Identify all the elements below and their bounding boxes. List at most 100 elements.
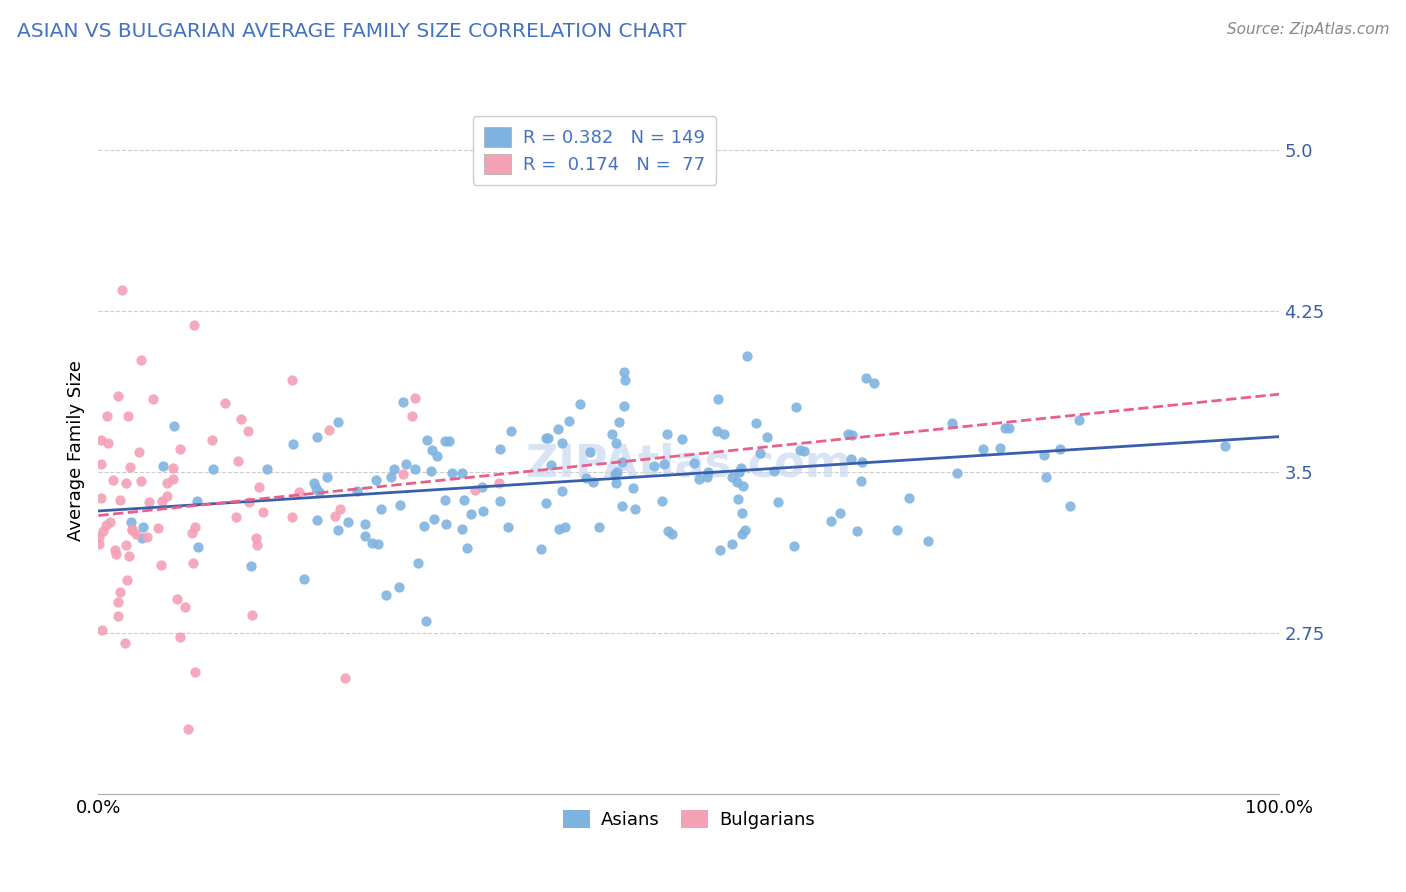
Point xyxy=(727,492,749,507)
Point xyxy=(839,451,862,466)
Point xyxy=(471,480,494,494)
Point xyxy=(453,492,475,507)
Point xyxy=(423,511,446,525)
Point xyxy=(183,665,205,680)
Point xyxy=(107,595,129,609)
Point xyxy=(548,522,571,536)
Point xyxy=(316,470,339,484)
Point xyxy=(90,457,112,471)
Point xyxy=(643,458,665,473)
Point xyxy=(404,462,426,476)
Point xyxy=(730,461,752,475)
Point xyxy=(851,455,873,469)
Point xyxy=(404,391,426,405)
Point xyxy=(735,349,758,363)
Point xyxy=(1049,442,1071,456)
Point xyxy=(707,392,730,406)
Point xyxy=(96,409,118,424)
Point xyxy=(841,428,863,442)
Point xyxy=(578,444,600,458)
Point xyxy=(187,540,209,554)
Point xyxy=(671,432,693,446)
Point xyxy=(652,457,675,471)
Point xyxy=(613,373,636,387)
Point xyxy=(115,573,138,587)
Point xyxy=(101,473,124,487)
Point xyxy=(762,464,785,478)
Point xyxy=(96,517,118,532)
Point xyxy=(534,496,557,510)
Point xyxy=(600,427,623,442)
Point xyxy=(370,501,392,516)
Point xyxy=(621,481,644,495)
Point xyxy=(696,469,718,483)
Point xyxy=(624,501,647,516)
Point xyxy=(240,559,263,574)
Point xyxy=(734,523,756,537)
Point xyxy=(745,416,768,430)
Point xyxy=(607,415,630,429)
Point xyxy=(496,520,519,534)
Point xyxy=(169,442,191,457)
Point xyxy=(335,671,357,685)
Point xyxy=(612,455,634,469)
Point xyxy=(252,505,274,519)
Point xyxy=(946,467,969,481)
Point xyxy=(346,484,368,499)
Point xyxy=(413,519,436,533)
Point xyxy=(184,519,207,533)
Point xyxy=(308,485,330,500)
Point xyxy=(941,416,963,430)
Point xyxy=(731,506,754,520)
Point xyxy=(720,470,742,484)
Point xyxy=(1213,439,1236,453)
Point xyxy=(138,494,160,508)
Point xyxy=(97,436,120,450)
Point xyxy=(537,431,560,445)
Point xyxy=(121,523,143,537)
Point xyxy=(426,449,449,463)
Point xyxy=(917,534,939,549)
Point xyxy=(364,473,387,487)
Point xyxy=(657,524,679,539)
Point xyxy=(361,536,384,550)
Point xyxy=(997,421,1019,435)
Point xyxy=(238,495,260,509)
Point xyxy=(336,515,359,529)
Point xyxy=(87,537,110,551)
Point xyxy=(1035,470,1057,484)
Point xyxy=(501,424,523,438)
Point xyxy=(489,442,512,457)
Point xyxy=(148,521,170,535)
Point xyxy=(121,522,143,536)
Point xyxy=(305,481,328,495)
Point xyxy=(437,434,460,448)
Point xyxy=(451,522,474,536)
Point xyxy=(588,520,610,534)
Point xyxy=(120,460,142,475)
Point xyxy=(612,499,634,513)
Point xyxy=(110,585,132,599)
Point xyxy=(697,465,720,479)
Point xyxy=(706,424,728,438)
Point xyxy=(108,492,131,507)
Point xyxy=(613,366,636,380)
Point xyxy=(1033,448,1056,462)
Y-axis label: Average Family Size: Average Family Size xyxy=(66,360,84,541)
Point xyxy=(90,434,112,448)
Point xyxy=(785,400,807,414)
Point xyxy=(434,517,457,532)
Point xyxy=(530,542,553,557)
Point xyxy=(460,508,482,522)
Point xyxy=(837,427,859,442)
Point xyxy=(174,599,197,614)
Point xyxy=(302,476,325,491)
Point xyxy=(90,623,112,637)
Point xyxy=(420,464,443,478)
Point xyxy=(93,524,115,539)
Point xyxy=(318,423,340,437)
Point xyxy=(655,427,678,442)
Point xyxy=(534,431,557,445)
Point xyxy=(162,419,184,434)
Point xyxy=(214,396,236,410)
